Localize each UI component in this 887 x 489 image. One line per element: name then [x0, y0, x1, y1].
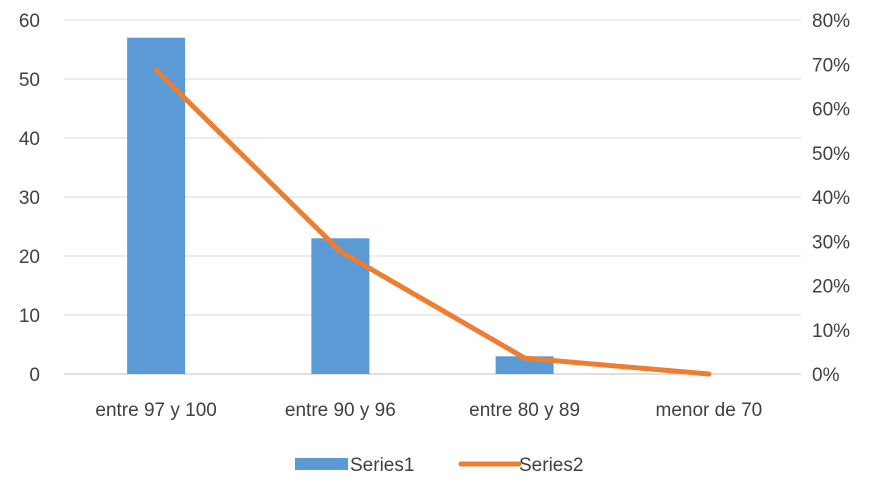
y-right-tick-label: 80%	[812, 11, 850, 32]
y-right-tick-label: 10%	[812, 321, 850, 342]
y-left-tick-label: 40	[19, 129, 40, 150]
legend-label-series2: Series2	[519, 455, 583, 476]
y-left-tick-label: 30	[19, 188, 40, 209]
legend: Series1 Series2	[295, 455, 583, 476]
x-category-label: entre 80 y 89	[469, 400, 580, 421]
y-right-tick-label: 50%	[812, 144, 850, 165]
x-category-label: entre 90 y 96	[285, 400, 396, 421]
y-right-tick-label: 20%	[812, 277, 850, 298]
y-right-tick-label: 60%	[812, 100, 850, 121]
bar-series	[127, 38, 554, 374]
y-left-tick-label: 20	[19, 247, 40, 268]
y-axis-right: 0% 10% 20% 30% 40% 50% 60% 70% 80%	[812, 11, 850, 386]
y-right-tick-label: 0%	[812, 365, 840, 386]
y-left-tick-label: 0	[29, 365, 40, 386]
line-series	[156, 70, 709, 374]
y-left-tick-label: 10	[19, 306, 40, 327]
y-right-tick-label: 70%	[812, 55, 850, 76]
x-category-label: entre 97 y 100	[95, 400, 216, 421]
y-left-tick-label: 60	[19, 11, 40, 32]
series2-line	[156, 70, 709, 374]
y-right-tick-label: 40%	[812, 188, 850, 209]
y-right-tick-label: 30%	[812, 232, 850, 253]
x-category-label: menor de 70	[656, 400, 763, 421]
legend-swatch-series1	[295, 458, 348, 470]
legend-label-series1: Series1	[350, 455, 414, 476]
bar-2	[311, 238, 369, 374]
x-axis: entre 97 y 100 entre 90 y 96 entre 80 y 89…	[95, 400, 762, 421]
y-axis-left: 0 10 20 30 40 50 60	[19, 11, 40, 386]
y-left-tick-label: 50	[19, 70, 40, 91]
